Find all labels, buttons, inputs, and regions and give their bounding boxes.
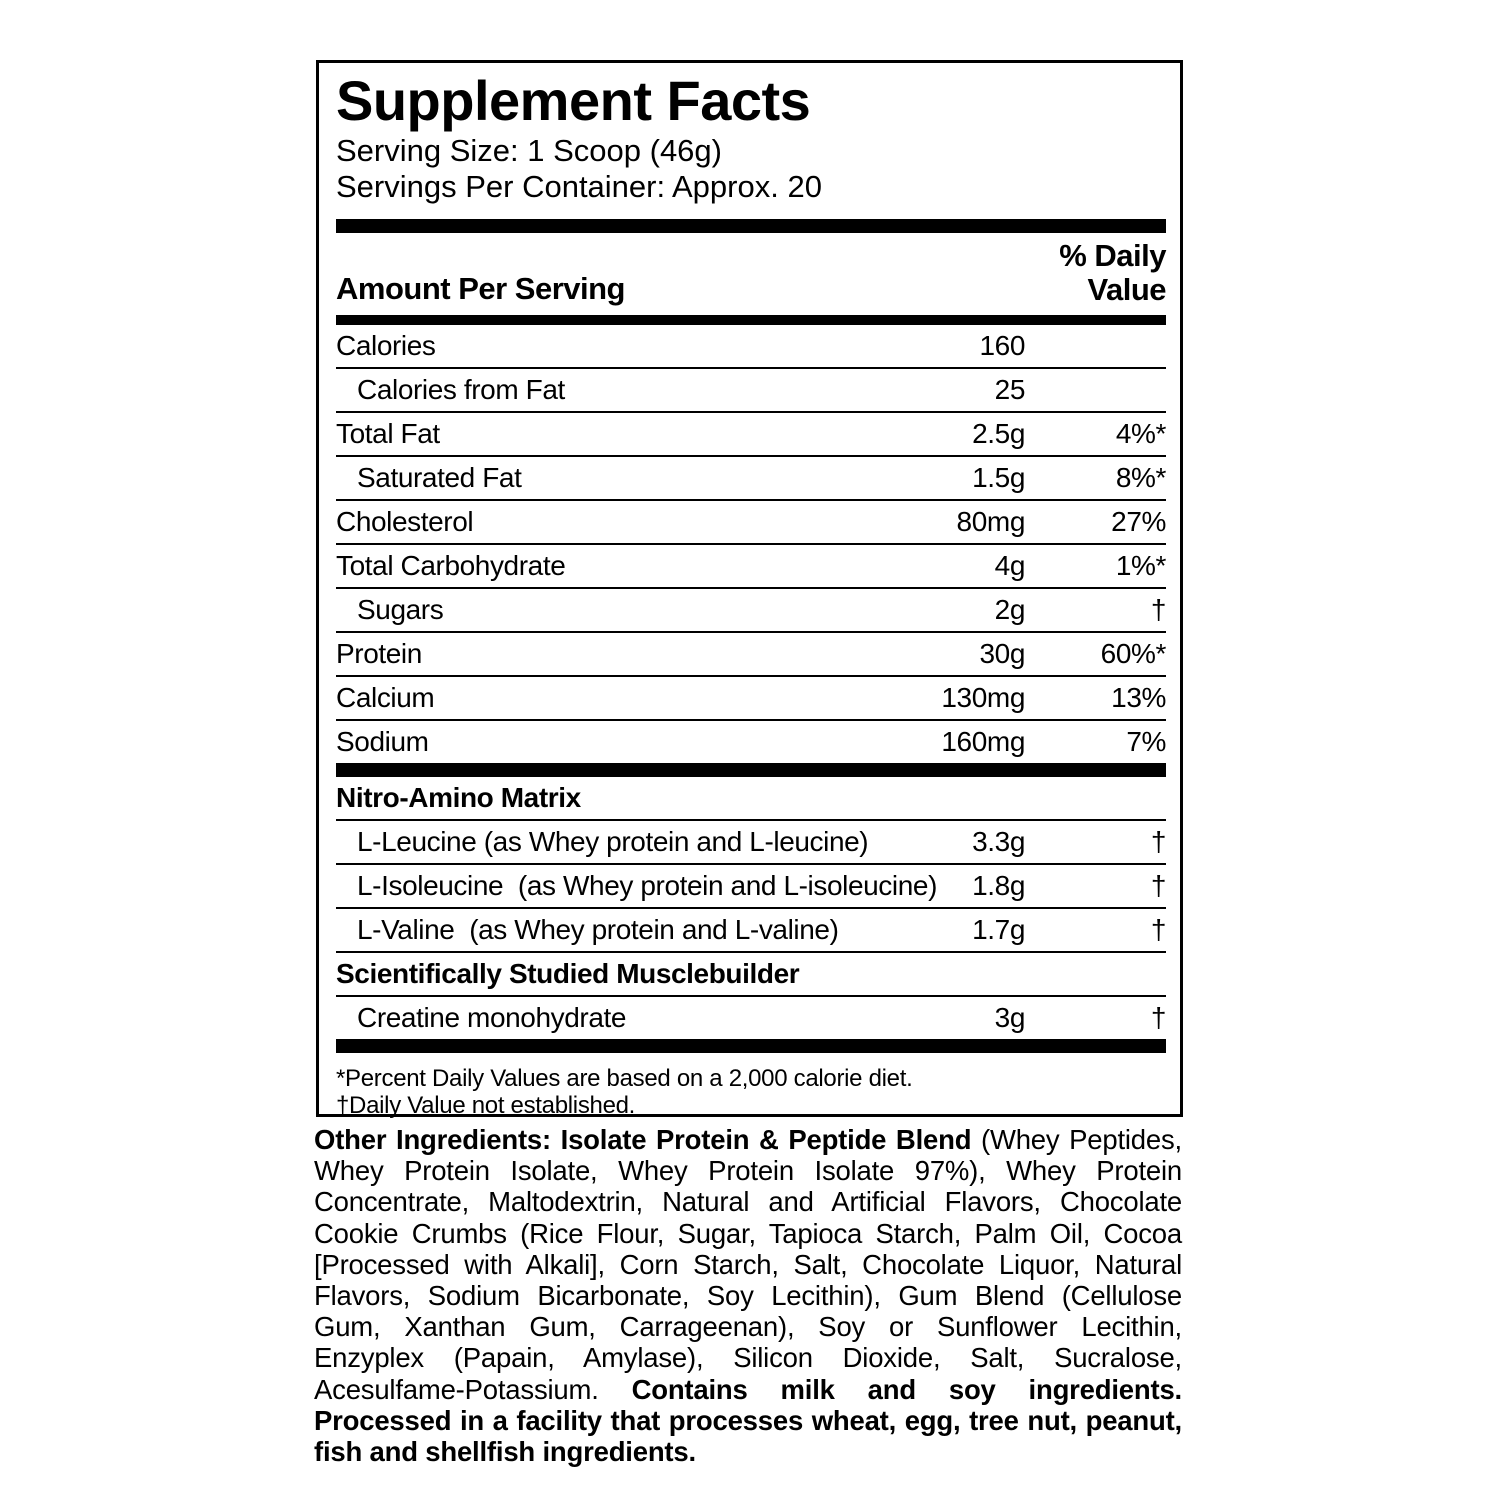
row-daily-value: 7%	[1126, 726, 1166, 757]
section-title: Scientifically Studied Musclebuilder	[336, 953, 1166, 997]
row-daily-value: 4%*	[1115, 418, 1167, 449]
row-label: Sodium	[336, 726, 429, 757]
row-label: Calories	[336, 330, 436, 361]
row-daily-value: †	[1150, 914, 1167, 945]
row-label: Sugars	[357, 594, 444, 625]
thick-rule	[336, 763, 1166, 777]
blend-rows: Nitro-Amino Matrix L-Leucine (as Whey pro…	[336, 777, 1166, 1039]
row: L-Valine (as Whey protein and L-valine) 1…	[336, 909, 1166, 953]
row-amount: 1.5g	[972, 462, 1025, 493]
allergen-warning: Contains milk and soy ingredients. Proce…	[314, 1373, 1182, 1468]
row-amount: 1.8g	[972, 870, 1025, 901]
row-amount: 160mg	[941, 726, 1025, 757]
row: Calories from Fat 25	[336, 369, 1166, 413]
row-label: Protein	[336, 638, 422, 669]
serving-size: Serving Size: 1 Scoop (46g)	[336, 133, 722, 168]
daily-value-header: % Daily Value	[1059, 238, 1166, 307]
thick-rule	[336, 1039, 1166, 1053]
row-daily-value: 27%	[1111, 506, 1166, 537]
row: Sugars 2g †	[336, 589, 1166, 633]
row-daily-value: 60%*	[1100, 638, 1167, 669]
row-label: Total Fat	[336, 418, 440, 449]
row-daily-value: †	[1150, 594, 1167, 625]
row-amount: 2g	[994, 594, 1026, 625]
row: Creatine monohydrate 3g †	[336, 997, 1166, 1039]
row: Cholesterol 80mg 27%	[336, 501, 1166, 545]
row-label: L-Valine (as Whey protein and L-valine)	[357, 914, 839, 945]
ingredients-lead: Other Ingredients: Isolate Protein & Pep…	[314, 1124, 972, 1155]
servings-per-container: Servings Per Container: Approx. 20	[336, 169, 822, 204]
row-label: L-Leucine (as Whey protein and L-leucine…	[357, 826, 869, 857]
row: L-Leucine (as Whey protein and L-leucine…	[336, 821, 1166, 865]
title: Supplement Facts	[336, 69, 811, 132]
row-amount: 1.7g	[972, 914, 1025, 945]
ingredients: Other Ingredients: Isolate Protein & Pep…	[314, 1124, 1182, 1467]
row-daily-value: †	[1150, 1002, 1167, 1033]
facts-panel: Supplement Facts Serving Size: 1 Scoop (…	[316, 60, 1183, 1119]
row-label: Creatine monohydrate	[357, 1002, 627, 1033]
column-header: Amount Per Serving % Daily Value	[336, 233, 1167, 315]
row: L-Isoleucine (as Whey protein and L-isol…	[336, 865, 1166, 909]
amount-header: Amount Per Serving	[336, 271, 626, 306]
thick-rule	[336, 219, 1166, 233]
footnote: *Percent Daily Values are based on a 2,0…	[336, 1065, 913, 1092]
row: Protein 30g 60%*	[336, 633, 1166, 677]
row: Calcium 130mg 13%	[336, 677, 1166, 721]
footnote: †Daily Value not established.	[336, 1092, 636, 1119]
row-daily-value: †	[1150, 826, 1167, 857]
row-amount: 4g	[994, 550, 1026, 581]
row-label: Total Carbohydrate	[336, 550, 566, 581]
row: Total Carbohydrate 4g 1%*	[336, 545, 1166, 589]
nutrient-rows: Calories 160 Calories from Fat 25 Total Fat 2…	[336, 325, 1166, 763]
row-daily-value: 1%*	[1115, 550, 1167, 581]
row-daily-value: 13%	[1111, 682, 1166, 713]
row-amount: 30g	[979, 638, 1025, 669]
ingredients-text: (Whey Peptides, Whey Protein Isolate, Wh…	[314, 1124, 1182, 1405]
row-amount: 3.3g	[972, 826, 1025, 857]
facts-inner: Supplement Facts Serving Size: 1 Scoop (…	[336, 63, 1167, 1119]
footnotes: *Percent Daily Values are based on a 2,0…	[336, 1065, 1166, 1119]
section-label: Scientifically Studied Musclebuilder	[336, 958, 800, 989]
row-daily-value: †	[1150, 870, 1167, 901]
row-amount: 2.5g	[972, 418, 1025, 449]
row-label: Saturated Fat	[357, 462, 522, 493]
row-label: Calcium	[336, 682, 435, 713]
section-title: Nitro-Amino Matrix	[336, 777, 1166, 821]
row-amount: 80mg	[956, 506, 1026, 537]
row: Total Fat 2.5g 4%*	[336, 413, 1166, 457]
section-label: Nitro-Amino Matrix	[336, 782, 581, 813]
row-label: Calories from Fat	[357, 374, 565, 405]
thick-rule	[336, 315, 1166, 325]
row-amount: 160	[979, 330, 1025, 361]
row-amount: 3g	[994, 1002, 1026, 1033]
row: Saturated Fat 1.5g 8%*	[336, 457, 1166, 501]
row-label: L-Isoleucine (as Whey protein and L-isol…	[357, 870, 937, 901]
row-amount: 25	[994, 374, 1026, 405]
row: Calories 160	[336, 325, 1166, 369]
row: Sodium 160mg 7%	[336, 721, 1166, 763]
row-amount: 130mg	[941, 682, 1025, 713]
row-daily-value: 8%*	[1115, 462, 1167, 493]
row-label: Cholesterol	[336, 506, 474, 537]
